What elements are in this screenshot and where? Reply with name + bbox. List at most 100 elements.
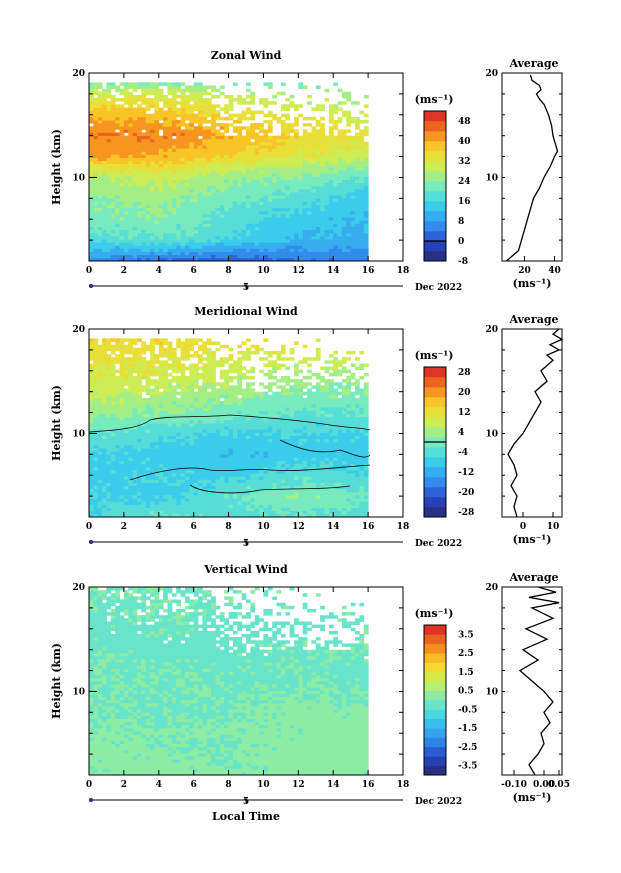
heatmap-cell <box>180 239 186 243</box>
heatmap-cell <box>193 94 199 99</box>
heatmap-cell <box>167 341 173 345</box>
heatmap-cell <box>215 451 221 455</box>
heatmap-cell <box>158 338 164 342</box>
heatmap-cell <box>93 167 99 171</box>
heatmap-cell <box>324 257 330 262</box>
heatmap-cell <box>102 201 107 205</box>
heatmap-cell <box>193 226 199 230</box>
heatmap-cell <box>158 504 164 508</box>
heatmap-cell <box>285 235 291 240</box>
heatmap-cell <box>119 357 125 361</box>
heatmap-cell <box>89 251 94 256</box>
heatmap-cell <box>128 476 134 480</box>
heatmap-cell <box>211 201 216 205</box>
heatmap-cell <box>154 126 160 130</box>
heatmap-cell <box>280 104 286 108</box>
heatmap-cell <box>211 385 216 389</box>
heatmap-cell <box>237 232 243 237</box>
heatmap-cell <box>145 501 151 505</box>
heatmap-cell <box>167 495 173 499</box>
x-tick-label: 16 <box>362 266 375 276</box>
heatmap-cell <box>102 138 107 143</box>
heatmap-cell <box>119 239 125 243</box>
heatmap-cell <box>137 466 142 471</box>
heatmap-cell <box>189 429 195 433</box>
heatmap-cell <box>241 239 247 243</box>
heatmap-cell <box>298 141 304 146</box>
heatmap-cell <box>102 182 107 187</box>
heatmap-cell <box>150 404 155 408</box>
heatmap-cell <box>267 204 273 209</box>
heatmap-cell <box>219 470 225 474</box>
heatmap-cell <box>337 141 343 146</box>
heatmap-cell <box>128 435 134 439</box>
heatmap-cell <box>184 338 190 342</box>
heatmap-cell <box>102 476 107 480</box>
heatmap-cell <box>184 148 190 152</box>
heatmap-cell <box>97 454 103 458</box>
heatmap-cell <box>171 435 177 439</box>
heatmap-cell <box>202 192 208 196</box>
heatmap-cell <box>189 507 195 512</box>
heatmap-cell <box>259 141 264 146</box>
heatmap-cell <box>202 444 208 449</box>
heatmap-cell <box>206 460 212 465</box>
heatmap-cell <box>206 379 212 383</box>
heatmap-cell <box>320 141 325 146</box>
heatmap-cell <box>359 251 365 256</box>
heatmap-cell <box>119 457 125 461</box>
heatmap-cell <box>250 254 256 259</box>
heatmap-cell <box>241 245 247 249</box>
heatmap-cell <box>337 132 343 136</box>
heatmap-cell <box>89 110 94 115</box>
heatmap-cell <box>119 245 125 249</box>
heatmap-cell <box>355 148 360 152</box>
heatmap-cell <box>224 129 229 133</box>
heatmap-cell <box>263 192 269 196</box>
heatmap-cell <box>97 350 103 355</box>
heatmap-cell <box>137 504 142 508</box>
heatmap-cell <box>110 385 116 389</box>
heatmap-cell <box>110 488 116 493</box>
heatmap-cell <box>132 435 138 439</box>
heatmap-cell <box>132 198 138 202</box>
heatmap-cell <box>215 479 221 483</box>
heatmap-cell <box>163 441 168 446</box>
heatmap-cell <box>97 413 103 418</box>
average-unit: (ms⁻¹) <box>513 277 552 290</box>
heatmap-cell <box>272 145 277 149</box>
heatmap-cell <box>167 245 173 249</box>
heatmap-cell <box>141 226 147 230</box>
heatmap-cell <box>154 388 160 392</box>
average-x-tick-label: 40 <box>548 266 561 276</box>
heatmap-cell <box>202 341 208 345</box>
average-y-tick-label: 10 <box>485 173 498 183</box>
heatmap-cell <box>337 192 343 196</box>
heatmap-cell <box>102 372 107 377</box>
heatmap-cell <box>89 226 94 230</box>
heatmap-cell <box>198 123 203 127</box>
heatmap-cell <box>359 210 365 215</box>
heatmap-cell <box>189 88 195 93</box>
heatmap-cell <box>219 473 225 477</box>
heatmap-cell <box>289 129 295 133</box>
heatmap-cell <box>280 123 286 127</box>
heatmap-cell <box>294 157 299 162</box>
heatmap-cell <box>202 223 208 227</box>
heatmap-cell <box>145 141 151 146</box>
heatmap-cell <box>150 451 155 455</box>
heatmap-cell <box>294 163 299 168</box>
heatmap-cell <box>341 232 347 237</box>
heatmap-cell <box>198 129 203 133</box>
heatmap-cell <box>158 429 164 433</box>
heatmap-cell <box>89 369 94 374</box>
heatmap-cell <box>110 132 116 136</box>
heatmap-cell <box>198 507 203 512</box>
heatmap-cell <box>180 482 186 486</box>
heatmap-cell <box>193 248 199 252</box>
heatmap-cell <box>145 170 151 174</box>
heatmap-cell <box>171 176 177 180</box>
heatmap-cell <box>219 498 225 502</box>
heatmap-cell <box>198 344 203 349</box>
